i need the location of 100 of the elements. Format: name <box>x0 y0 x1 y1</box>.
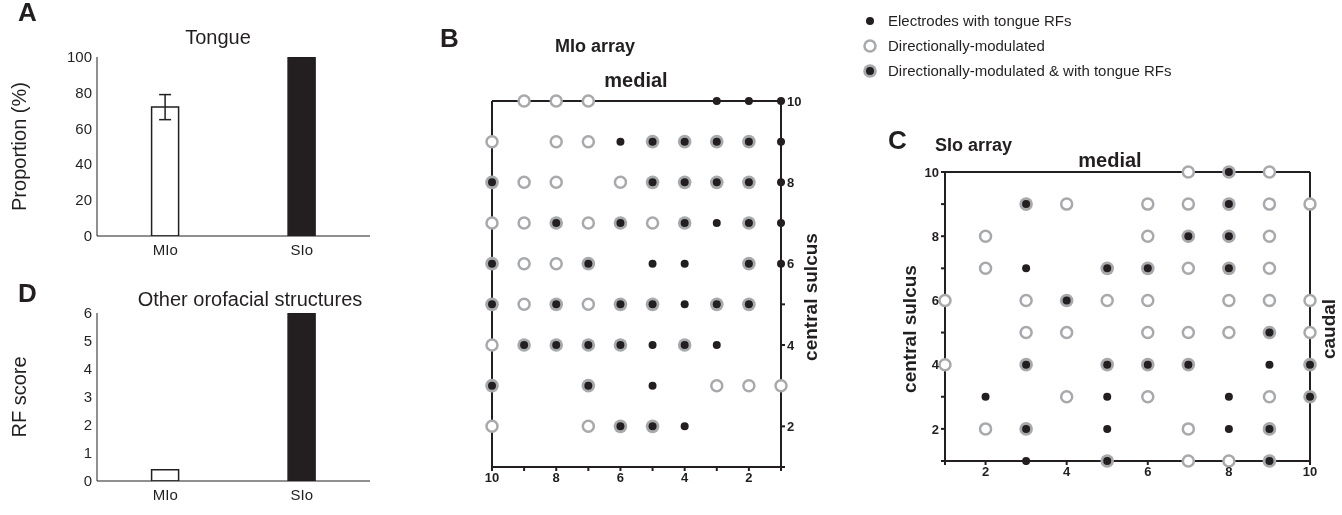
point <box>1303 293 1317 308</box>
x-tick-label: 6 <box>1144 464 1152 480</box>
y-tick-label: 4 <box>931 357 940 373</box>
point <box>485 338 499 352</box>
x-tick-label: 8 <box>552 470 560 486</box>
chart-title: SIo array <box>935 134 1013 156</box>
x-tick-label: 6 <box>616 470 625 486</box>
y-tick-label: 0 <box>83 227 92 244</box>
point <box>1019 293 1033 308</box>
point <box>1181 197 1196 211</box>
point <box>1103 424 1112 433</box>
y-axis-title: central sulcus <box>899 265 921 393</box>
point <box>1222 454 1236 468</box>
legend-label: Directionally-modulated & with tongue RFs <box>888 62 1172 79</box>
point <box>485 134 499 149</box>
y-tick-label: 80 <box>75 83 92 101</box>
point <box>1222 293 1236 308</box>
y-tick-label: 1 <box>83 444 92 461</box>
y-tick-label: 4 <box>83 360 92 377</box>
point <box>1103 392 1112 401</box>
point <box>1181 454 1196 468</box>
text: C <box>888 124 907 156</box>
point <box>581 419 596 434</box>
point <box>1181 325 1196 340</box>
point <box>648 381 657 390</box>
point <box>978 229 993 243</box>
point <box>1262 390 1277 404</box>
point <box>1141 197 1155 211</box>
chart-title: Tongue <box>185 25 251 49</box>
y-tick-label: 2 <box>787 418 795 434</box>
chart-title: Other orofacial structures <box>137 287 363 311</box>
y-tick-label: 6 <box>931 293 939 309</box>
point <box>1262 197 1277 211</box>
point <box>981 392 990 401</box>
y-tick-label: 8 <box>787 174 795 190</box>
point <box>549 134 563 149</box>
x-tick-label: MIo <box>152 240 178 258</box>
y-axis-title: RF score <box>8 356 31 438</box>
point <box>1059 325 1074 340</box>
text: A <box>18 0 37 28</box>
point <box>1262 261 1277 276</box>
point <box>581 134 596 149</box>
point <box>1224 424 1233 433</box>
point <box>1181 422 1196 436</box>
point <box>1262 229 1277 243</box>
point <box>744 97 753 105</box>
y-tick-label: 60 <box>75 119 92 137</box>
y-tick-label: 6 <box>787 256 795 272</box>
point <box>549 175 563 190</box>
point <box>485 419 499 434</box>
point <box>1222 325 1236 340</box>
x-tick-label: 8 <box>1225 464 1233 480</box>
point <box>581 297 596 312</box>
point <box>938 293 952 308</box>
point <box>648 341 657 349</box>
point <box>1262 293 1277 308</box>
x-tick-label: 4 <box>1063 464 1072 480</box>
point <box>485 216 499 230</box>
point <box>549 256 563 271</box>
y-axis-title: Proportion (%) <box>8 82 31 211</box>
point <box>1141 390 1155 404</box>
x-tick-label: 10 <box>1302 464 1318 480</box>
point <box>774 378 788 393</box>
point <box>1262 165 1277 179</box>
point <box>1265 360 1274 369</box>
y-tick-label: 8 <box>931 228 939 244</box>
legend-label: Electrodes with tongue RFs <box>888 12 1072 29</box>
point <box>645 216 660 230</box>
y-tick-label: 100 <box>66 48 92 65</box>
point <box>1141 229 1155 243</box>
point <box>710 378 724 393</box>
point <box>680 300 689 309</box>
point <box>680 259 689 268</box>
point <box>1181 261 1196 276</box>
point <box>978 261 993 276</box>
y-tick-label: 6 <box>83 304 92 321</box>
y-tick-label: 2 <box>931 421 939 437</box>
point <box>1059 390 1074 404</box>
point <box>517 216 531 230</box>
chart-title: MIo array <box>555 35 636 57</box>
text: D <box>18 277 37 309</box>
point <box>1022 264 1031 273</box>
y-tick-label: 10 <box>787 93 802 109</box>
x-tick-label: SIo <box>290 485 314 503</box>
x-tick-label: 2 <box>981 464 990 480</box>
point <box>517 297 531 312</box>
x-tick-label: 10 <box>484 470 500 486</box>
y-tick-label: 20 <box>75 191 92 209</box>
point <box>1100 293 1114 308</box>
point <box>938 357 952 372</box>
point <box>712 219 721 227</box>
y-tick-label: 2 <box>83 416 92 433</box>
legend-label: Directionally-modulated <box>888 37 1045 54</box>
y-axis-title: central sulcus <box>800 232 822 361</box>
y-tick-label: 40 <box>75 155 92 173</box>
point <box>712 97 721 105</box>
point <box>1141 325 1155 340</box>
y-tick-label: 10 <box>924 164 939 180</box>
point <box>517 175 531 190</box>
y-tick-label: 5 <box>83 332 92 349</box>
